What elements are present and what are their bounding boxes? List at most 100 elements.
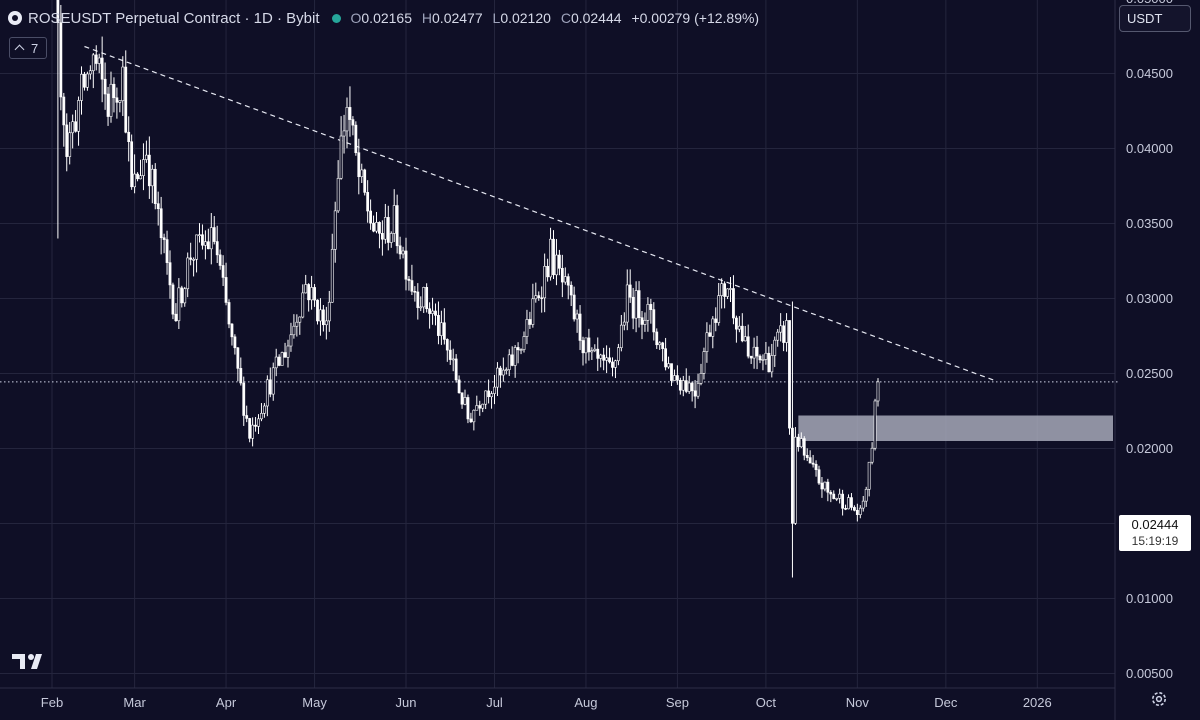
candle-body — [413, 291, 417, 293]
candle-body — [348, 107, 352, 120]
candle-body — [360, 169, 364, 178]
candle-body — [289, 334, 293, 347]
candle-body — [625, 284, 629, 323]
candle-body — [498, 367, 502, 376]
candle-body — [271, 367, 275, 395]
x-tick-label: Dec — [934, 695, 958, 710]
candle-body — [437, 315, 440, 336]
candle-body — [802, 438, 806, 456]
candle-body — [333, 210, 337, 250]
candle-body — [614, 360, 617, 368]
candle-body — [124, 66, 128, 133]
candle-body — [616, 347, 620, 362]
candle-body — [528, 319, 532, 325]
currency-button[interactable]: USDT — [1119, 5, 1191, 32]
candle-body — [864, 488, 868, 502]
candle-body — [91, 54, 95, 72]
candle-body — [330, 249, 334, 303]
candle-body — [106, 93, 110, 117]
candle-body — [262, 405, 266, 414]
symbol-title[interactable]: ROSEUSDT Perpetual Contract · 1D · Bybit — [28, 9, 320, 27]
y-tick-label: 0.04500 — [1126, 66, 1173, 81]
candle-body — [310, 287, 314, 301]
indicators-toggle-button[interactable]: 7 — [9, 37, 48, 59]
candle-body — [599, 354, 603, 359]
candle-body — [363, 169, 367, 193]
candle-body — [198, 234, 201, 237]
candle-body — [386, 217, 390, 243]
candle-body — [729, 288, 732, 290]
candle-body — [782, 325, 786, 343]
candle-body — [867, 461, 871, 490]
x-tick-label: Sep — [666, 695, 689, 710]
candle-body — [493, 386, 496, 394]
candle-body — [407, 278, 411, 281]
candle-body — [448, 349, 452, 360]
candle-body — [457, 379, 461, 394]
candle-body — [764, 352, 768, 360]
candle-body — [383, 217, 387, 240]
candle-body — [201, 234, 204, 246]
candle-body — [560, 268, 564, 283]
candle-body — [227, 302, 231, 325]
candle-body — [581, 340, 585, 354]
settings-gear-icon[interactable] — [1150, 690, 1168, 708]
candle-body — [71, 121, 75, 134]
candle-body — [221, 265, 225, 278]
candle-body — [749, 355, 753, 359]
candle-body — [425, 287, 429, 310]
candle-body — [336, 178, 340, 212]
candle-body — [687, 382, 691, 392]
candle-body — [242, 382, 246, 416]
candle-body — [380, 233, 384, 240]
candle-body — [460, 392, 464, 405]
candle-body — [168, 262, 172, 286]
y-tick-label: 0.02500 — [1126, 366, 1173, 381]
candle-body — [519, 349, 523, 351]
candle-body — [796, 436, 800, 448]
candle-body — [734, 317, 738, 330]
candle-body — [572, 294, 576, 320]
candle-body — [454, 358, 458, 381]
candle-body — [829, 491, 833, 495]
candle-body — [215, 241, 219, 256]
candle-body — [808, 457, 812, 464]
candle-body — [858, 507, 862, 515]
candle-body — [195, 234, 198, 260]
candle-body — [212, 227, 216, 242]
candle-body — [428, 308, 432, 314]
candle-body — [726, 288, 729, 297]
candle-body — [103, 78, 107, 95]
candle-body — [369, 210, 373, 224]
low-value: 0.02120 — [500, 10, 551, 26]
candle-body — [484, 390, 488, 405]
candle-body — [664, 348, 668, 368]
candle-body — [732, 288, 735, 319]
candle-body — [265, 379, 269, 407]
candle-body — [174, 313, 178, 322]
candle-body — [566, 276, 570, 286]
candle-body — [481, 403, 485, 409]
candle-body — [841, 493, 845, 509]
last-price-value: 0.02444 — [1131, 517, 1179, 532]
candle-body — [206, 241, 210, 250]
candle-body — [811, 462, 815, 465]
candle-body — [286, 345, 290, 358]
candle-body — [77, 100, 80, 132]
candle-body — [838, 493, 842, 499]
support-zone[interactable] — [798, 415, 1113, 442]
candle-body — [401, 250, 405, 255]
candle-body — [445, 339, 449, 351]
candle-body — [852, 507, 856, 511]
candle-body — [301, 292, 305, 318]
candle-body — [563, 276, 567, 283]
candle-body — [130, 141, 134, 188]
candle-body — [684, 380, 688, 392]
tradingview-logo-icon[interactable] — [12, 652, 48, 670]
candle-body — [469, 418, 473, 423]
candle-body — [419, 306, 423, 309]
indicators-count: 7 — [31, 40, 39, 56]
candle-body — [416, 291, 420, 308]
